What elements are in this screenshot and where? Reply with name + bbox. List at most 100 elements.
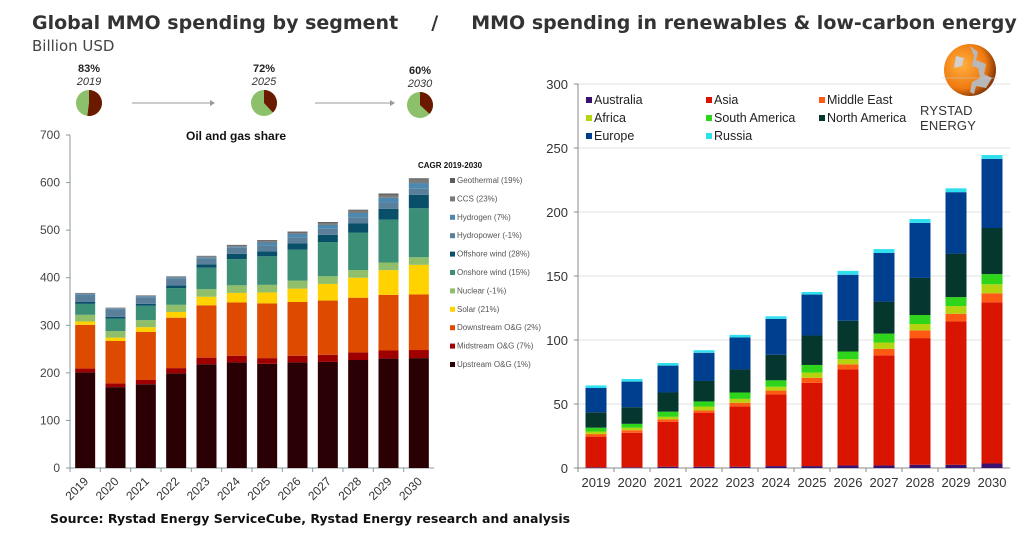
bar-segment <box>317 228 338 235</box>
bar-segment <box>378 270 399 295</box>
bar-segment <box>657 411 679 417</box>
bar-segment <box>621 427 643 431</box>
legend-label: Australia <box>594 93 643 107</box>
bar-segment <box>729 334 751 338</box>
legend-label: South America <box>714 111 795 125</box>
bar-segment <box>378 208 399 220</box>
bar-segment <box>837 369 859 466</box>
bar-segment <box>317 354 338 362</box>
bar-segment <box>166 288 187 305</box>
bar-segment <box>693 466 715 468</box>
bar-segment <box>196 364 217 468</box>
bar-segment <box>657 363 679 366</box>
bar-segment <box>166 373 187 468</box>
bar-segment <box>981 302 1003 464</box>
bar-segment <box>837 351 859 360</box>
legend-label: Asia <box>714 93 738 107</box>
bar-segment <box>765 466 787 468</box>
bar-segment <box>166 285 187 289</box>
legend-label: Hydropower (-1%) <box>457 231 522 240</box>
bar-segment <box>801 372 823 378</box>
legend-swatch <box>450 233 455 239</box>
bar-segment <box>135 331 156 380</box>
bar-segment <box>873 355 895 466</box>
bar-segment <box>287 233 308 238</box>
bar-segment <box>909 464 931 468</box>
bar-segment <box>585 412 607 428</box>
bar-segment <box>226 253 247 260</box>
x-tick-label: 2028 <box>906 475 935 490</box>
bar-segment <box>378 197 399 203</box>
legend-swatch <box>450 196 455 202</box>
legend-label: Offshore wind (28%) <box>457 250 530 259</box>
bar-segment <box>729 466 751 468</box>
bar-segment <box>801 364 823 373</box>
bar-segment <box>585 427 607 432</box>
bar-segment <box>348 217 369 224</box>
bar-segment <box>657 392 679 412</box>
bar-segment <box>75 303 96 315</box>
bar-segment <box>135 296 156 298</box>
bar-segment <box>196 256 217 258</box>
bar-segment <box>981 228 1003 275</box>
bar-segment <box>981 155 1003 159</box>
pie-oil-gas-2030 <box>420 92 434 114</box>
bar-segment <box>196 257 217 259</box>
bar-segment <box>909 338 931 465</box>
bar-segment <box>287 355 308 363</box>
legend-label: Downstream O&G (2%) <box>457 323 541 332</box>
legend-swatch <box>706 133 712 139</box>
bar-segment <box>75 372 96 468</box>
bar-segment <box>801 335 823 365</box>
bar-segment <box>909 277 931 316</box>
bar-segment <box>257 363 278 468</box>
bar-segment <box>348 277 369 298</box>
oil-gas-pies <box>76 90 434 118</box>
bar-segment <box>378 219 399 263</box>
bar-segment <box>981 274 1003 285</box>
bar-segment <box>693 410 715 413</box>
bar-segment <box>105 387 126 468</box>
bar-segment <box>621 407 643 424</box>
legend-swatch <box>450 306 455 312</box>
bar-segment <box>873 348 895 356</box>
bar-segment <box>348 223 369 233</box>
bar-segment <box>317 224 338 229</box>
bar-segment <box>257 303 278 359</box>
bar-segment <box>729 406 751 467</box>
bar-segment <box>287 280 308 289</box>
oil-gas-share-label: Oil and gas share <box>186 129 287 143</box>
legend-swatch <box>586 115 592 121</box>
x-tick-label: 2020 <box>618 475 647 490</box>
legend-swatch <box>706 97 712 103</box>
bar-segment <box>981 463 1003 468</box>
bar-segment <box>408 179 429 184</box>
bar-segment <box>408 194 429 209</box>
pie-pct-2025: 72% <box>252 63 276 75</box>
y-tick-label: 0 <box>53 461 60 475</box>
source-note: Source: Rystad Energy ServiceCube, Rysta… <box>50 511 571 526</box>
bar-segment <box>657 416 679 420</box>
bar-segment <box>945 192 967 254</box>
bar-segment <box>378 202 399 209</box>
bar-segment <box>378 193 399 195</box>
bar-segment <box>909 222 931 278</box>
legend-label: Upstream O&G (1%) <box>457 360 531 369</box>
arrow-head-2 <box>390 100 395 106</box>
bar-segment <box>257 245 278 252</box>
bar-segment <box>257 284 278 293</box>
legend-title: CAGR 2019-2030 <box>418 161 483 170</box>
bar-segment <box>909 324 931 331</box>
rystad-logo-text: RYSTAD ENERGY <box>920 103 977 133</box>
y-tick-label: 400 <box>40 271 60 285</box>
pie-pct-2030: 60% <box>408 65 432 77</box>
pie-oil-gas-2019 <box>87 90 103 116</box>
bar-segment <box>317 276 338 284</box>
x-tick-label: 2027 <box>870 475 899 490</box>
bar-segment <box>729 392 751 399</box>
bar-segment <box>729 369 751 393</box>
bar-segment <box>226 362 247 468</box>
bar-segment <box>226 355 247 363</box>
y-tick-label: 50 <box>554 397 568 412</box>
bar-segment <box>317 361 338 468</box>
